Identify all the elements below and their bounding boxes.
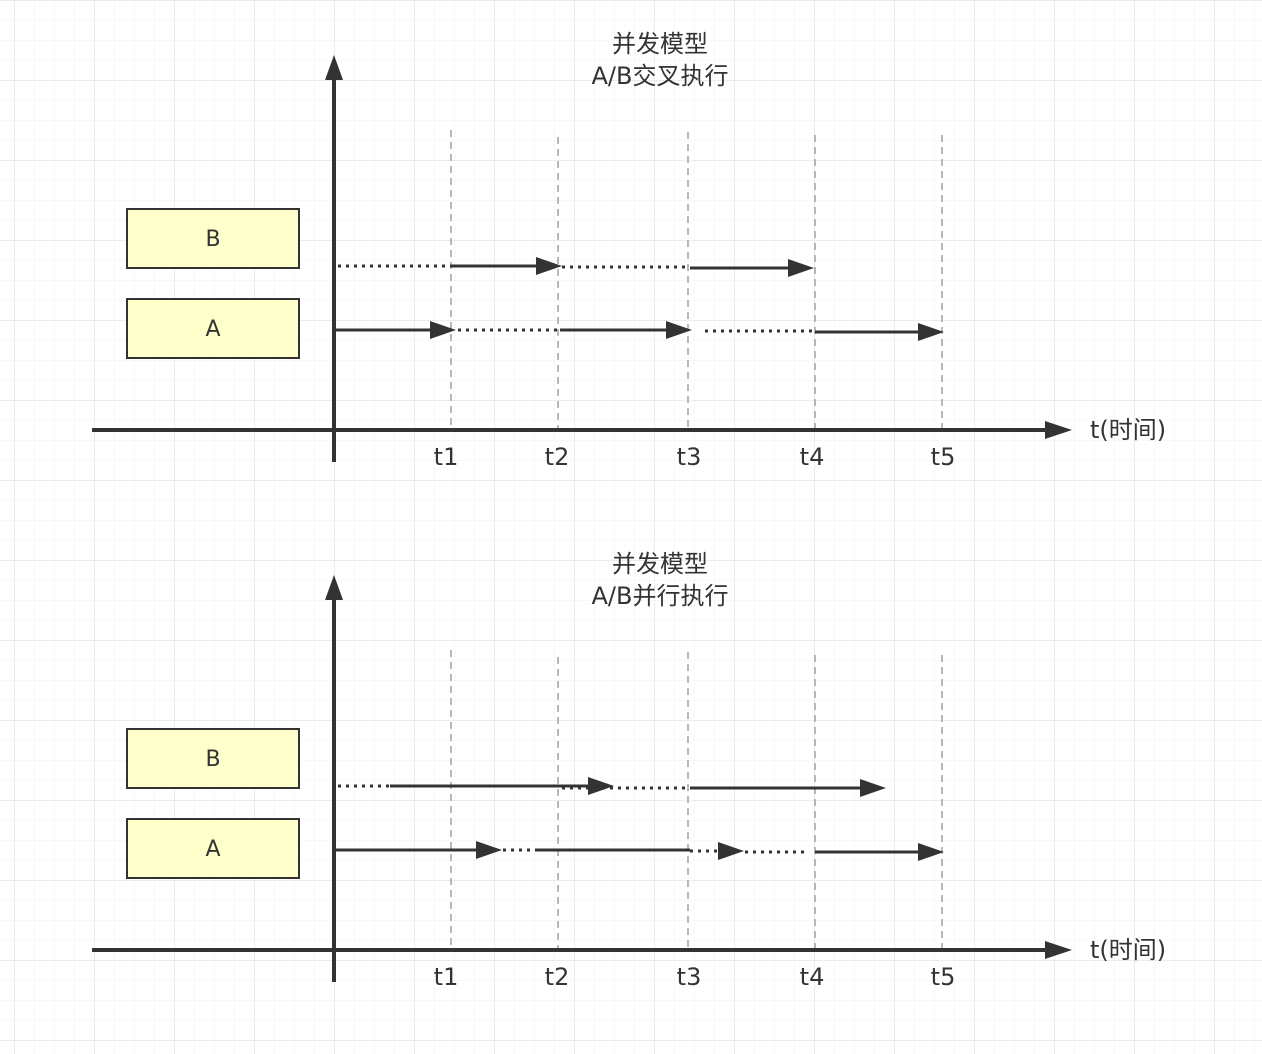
task-box-b (126, 728, 300, 789)
time-guides (450, 650, 943, 950)
y-axis-arrowhead (325, 575, 343, 600)
b-run-arrowhead (588, 777, 614, 795)
a-run-arrowhead (718, 842, 744, 860)
diagram-interleaved: 并发模型 A/B交叉执行 t(时间) t1 t2 t3 t4 t5 B A (92, 30, 1166, 471)
time-guides (450, 130, 943, 430)
diagram-title-line1: 并发模型 (612, 30, 708, 58)
a-run-arrowhead (918, 843, 944, 861)
a-run-arrowhead (666, 321, 692, 339)
task-box-a (126, 298, 300, 359)
tick-label-t1: t1 (434, 963, 459, 991)
a-run-arrowhead (430, 321, 456, 339)
tick-label-t3: t3 (677, 443, 702, 471)
task-label-a: A (205, 317, 220, 342)
task-label-a: A (205, 837, 220, 862)
timeline-a (334, 841, 944, 861)
tick-label-t4: t4 (800, 443, 825, 471)
tick-label-t2: t2 (545, 963, 570, 991)
timeline-b (338, 777, 886, 797)
diagram-title-line1: 并发模型 (612, 550, 708, 578)
b-run-arrowhead (536, 257, 562, 275)
task-box-a (126, 818, 300, 879)
tick-label-t1: t1 (434, 443, 459, 471)
tick-label-t2: t2 (545, 443, 570, 471)
tick-label-t3: t3 (677, 963, 702, 991)
diagram-title-line2: A/B并行执行 (592, 582, 729, 610)
diagram-title-line2: A/B交叉执行 (592, 62, 729, 90)
timeline-a (334, 321, 944, 341)
b-run-arrowhead (788, 259, 814, 277)
timeline-b (338, 257, 814, 277)
task-label-b: B (205, 227, 220, 252)
task-box-b (126, 208, 300, 269)
y-axis-arrowhead (325, 55, 343, 80)
a-run-arrowhead (476, 841, 502, 859)
x-axis-label: t(时间) (1090, 416, 1166, 444)
a-run-arrowhead (918, 323, 944, 341)
tick-label-t5: t5 (931, 963, 956, 991)
tick-label-t4: t4 (800, 963, 825, 991)
x-axis-label: t(时间) (1090, 936, 1166, 964)
x-axis-arrowhead (1045, 941, 1072, 959)
x-axis-arrowhead (1045, 421, 1072, 439)
b-run-arrowhead (860, 779, 886, 797)
tick-label-t5: t5 (931, 443, 956, 471)
diagram-parallel: 并发模型 A/B并行执行 t(时间) t1 t2 t3 t4 t5 B A (92, 550, 1166, 991)
task-label-b: B (205, 747, 220, 772)
